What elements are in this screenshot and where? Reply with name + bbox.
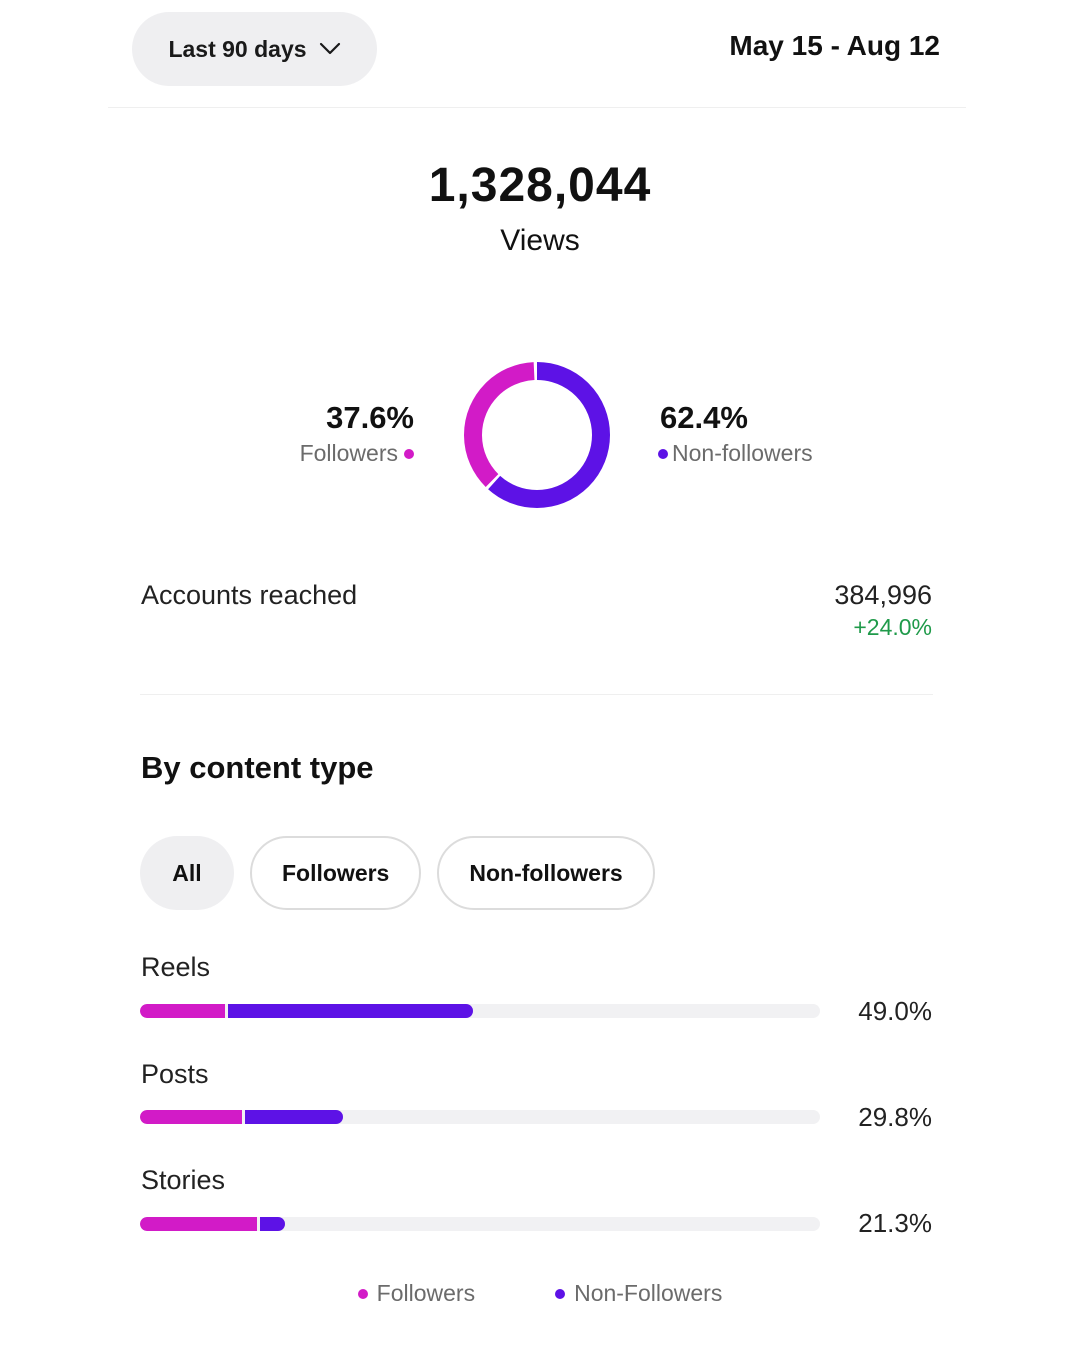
content-row-percent: 29.8% <box>858 1102 932 1132</box>
chart-legend: Followers Non-Followers <box>0 1280 1080 1307</box>
followers-bar-segment <box>140 1004 225 1018</box>
views-donut-chart <box>464 362 610 508</box>
followers-dot-icon <box>357 1288 368 1299</box>
accounts-reached-delta: +24.0% <box>853 614 932 640</box>
legend-followers: Followers <box>357 1280 476 1307</box>
content-row-label: Stories <box>141 1165 226 1195</box>
content-row-percent: 49.0% <box>858 996 932 1026</box>
content-row-label: Posts <box>141 1059 209 1089</box>
content-bar-track <box>140 1217 820 1231</box>
non-followers-percent: 62.4% <box>660 400 748 435</box>
date-range-text: May 15 - Aug 12 <box>729 30 940 61</box>
filter-followers-chip[interactable]: Followers <box>250 836 422 910</box>
content-bar-track <box>140 1004 820 1018</box>
chevron-down-icon <box>319 42 340 55</box>
content-filter-chips: All Followers Non-followers <box>140 836 655 910</box>
legend-non-followers-label: Non-Followers <box>574 1280 723 1306</box>
section-title: By content type <box>141 750 374 785</box>
date-range-dropdown-label: Last 90 days <box>168 35 307 62</box>
non-followers-legend: Non-followers <box>658 440 813 467</box>
non-followers-legend-label: Non-followers <box>672 440 813 466</box>
non-followers-arc <box>464 362 610 508</box>
non-followers-bar-segment <box>228 1004 474 1018</box>
followers-percent: 37.6% <box>326 400 414 435</box>
views-total: 1,328,044 <box>428 159 652 212</box>
views-label: Views <box>500 224 580 257</box>
content-row-label: Reels <box>141 952 211 982</box>
non-followers-bar-segment <box>259 1217 285 1231</box>
content-row-percent: 21.3% <box>858 1208 932 1238</box>
followers-bar-segment <box>140 1110 242 1124</box>
legend-followers-label: Followers <box>376 1280 476 1306</box>
followers-legend: Followers <box>300 440 414 467</box>
followers-legend-label: Followers <box>299 440 398 466</box>
content-bar-track <box>140 1110 820 1124</box>
non-followers-dot-icon <box>658 448 668 459</box>
divider <box>108 107 966 108</box>
followers-dot-icon <box>404 448 414 459</box>
followers-bar-segment <box>140 1217 257 1231</box>
non-followers-dot-icon <box>555 1288 566 1299</box>
filter-non-followers-chip[interactable]: Non-followers <box>437 836 655 910</box>
accounts-reached-value: 384,996 <box>834 580 932 610</box>
legend-non-followers: Non-Followers <box>555 1280 722 1307</box>
non-followers-bar-segment <box>245 1110 343 1124</box>
filter-all-chip[interactable]: All <box>140 836 234 910</box>
date-range-dropdown[interactable]: Last 90 days <box>132 12 377 86</box>
divider <box>140 694 933 695</box>
followers-arc <box>464 362 610 508</box>
accounts-reached-label: Accounts reached <box>141 580 358 610</box>
